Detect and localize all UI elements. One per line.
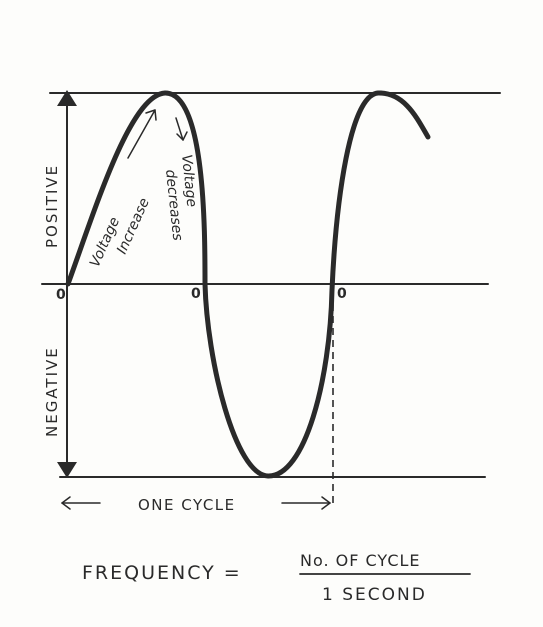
sine-wave xyxy=(65,90,431,479)
formula-denominator: 1 SECOND xyxy=(322,585,427,605)
positive-label: POSITIVE xyxy=(43,164,61,248)
increase-arrowhead xyxy=(145,109,157,121)
voltage-decreases-line1: Voltage xyxy=(178,154,199,208)
zero-label-mid: 0 xyxy=(191,286,201,302)
one-cycle-label: ONE CYCLE xyxy=(138,496,236,514)
increase-arrow xyxy=(127,109,156,159)
formula-lhs: FREQUENCY = xyxy=(82,562,242,584)
decrease-arrowhead xyxy=(176,131,188,141)
negative-label: NEGATIVE xyxy=(43,346,61,437)
voltage-decreases-line2: decreases xyxy=(162,169,185,242)
one-cycle-left-arrowhead xyxy=(61,496,71,510)
zero-label-start: 0 xyxy=(56,287,66,303)
one-cycle-right-arrowhead xyxy=(321,496,331,510)
up-arrowhead xyxy=(57,90,77,106)
formula-numerator: No. OF CYCLE xyxy=(300,551,421,570)
zero-label-end: 0 xyxy=(337,286,347,302)
decrease-arrow xyxy=(175,117,184,141)
down-arrowhead xyxy=(57,462,77,478)
